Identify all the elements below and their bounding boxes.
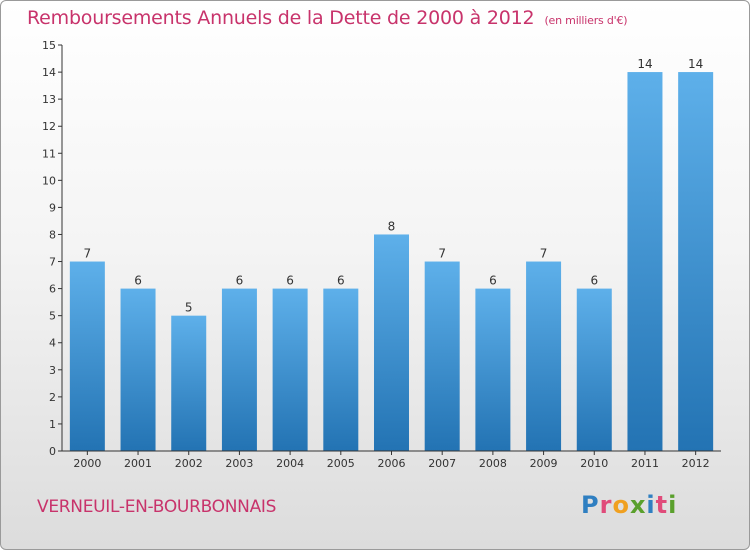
x-tick-label: 2003 [225,457,253,470]
bar-value-label: 6 [134,274,142,288]
x-tick-label: 2008 [479,457,507,470]
y-tick-label: 11 [42,147,56,160]
commune-name: VERNEUIL-EN-BOURBONNAIS [37,497,277,517]
y-tick-label: 15 [42,39,56,52]
bar [526,261,562,451]
x-tick-label: 2011 [631,457,659,470]
logo-letter: o [612,491,630,519]
bar-value-label: 7 [540,247,548,261]
bar [678,72,714,452]
x-tick-label: 2005 [327,457,355,470]
y-tick-label: 6 [49,283,56,296]
logo-letter: t [655,491,669,519]
bar [424,261,460,451]
proxiti-logo[interactable]: Proxiti [581,491,677,519]
x-tick-label: 2012 [682,457,710,470]
x-tick-label: 2009 [530,457,558,470]
logo-letter: P [581,491,600,519]
bar [475,288,511,451]
bar [272,288,308,451]
x-tick-label: 2006 [378,457,406,470]
logo-letter: r [599,491,613,519]
bar [627,72,663,452]
x-tick-label: 2007 [428,457,456,470]
bar-value-label: 8 [388,219,396,233]
bar [69,261,105,451]
bar-value-label: 6 [286,274,294,288]
bar [120,288,156,451]
chart-subtitle: (en milliers d'€) [544,14,628,27]
chart-title: Remboursements Annuels de la Dette de 20… [27,7,628,29]
y-tick-label: 14 [42,66,56,79]
y-tick-label: 2 [49,391,56,404]
bar-value-label: 14 [688,57,703,71]
bar-value-label: 5 [185,301,193,315]
y-tick-label: 1 [49,418,56,431]
y-tick-label: 13 [42,93,56,106]
bar [221,288,257,451]
x-tick-label: 2010 [580,457,608,470]
bar [323,288,359,451]
x-tick-label: 2002 [175,457,203,470]
logo-letter: i [646,491,656,519]
bar-value-label: 7 [438,247,446,261]
bar [374,234,409,451]
bar [576,288,612,451]
y-tick-label: 3 [49,364,56,377]
logo-letter: i [668,491,678,519]
y-tick-label: 0 [49,445,56,458]
chart-title-text: Remboursements Annuels de la Dette de 20… [27,7,535,29]
y-tick-label: 9 [49,201,56,214]
y-tick-label: 10 [42,174,56,187]
bar-value-label: 7 [84,247,92,261]
bar-value-label: 6 [590,274,598,288]
y-tick-label: 8 [49,228,56,241]
bar-value-label: 14 [637,57,652,71]
y-tick-label: 7 [49,256,56,269]
y-tick-label: 12 [42,120,56,133]
y-tick-label: 5 [49,310,56,323]
x-tick-label: 2000 [73,457,101,470]
y-tick-label: 4 [49,337,56,350]
bar-value-label: 6 [337,274,345,288]
x-tick-label: 2001 [124,457,152,470]
bar [171,315,207,451]
x-tick-label: 2004 [276,457,304,470]
logo-letter: x [629,491,647,519]
bar-value-label: 6 [489,274,497,288]
bar-value-label: 6 [236,274,244,288]
